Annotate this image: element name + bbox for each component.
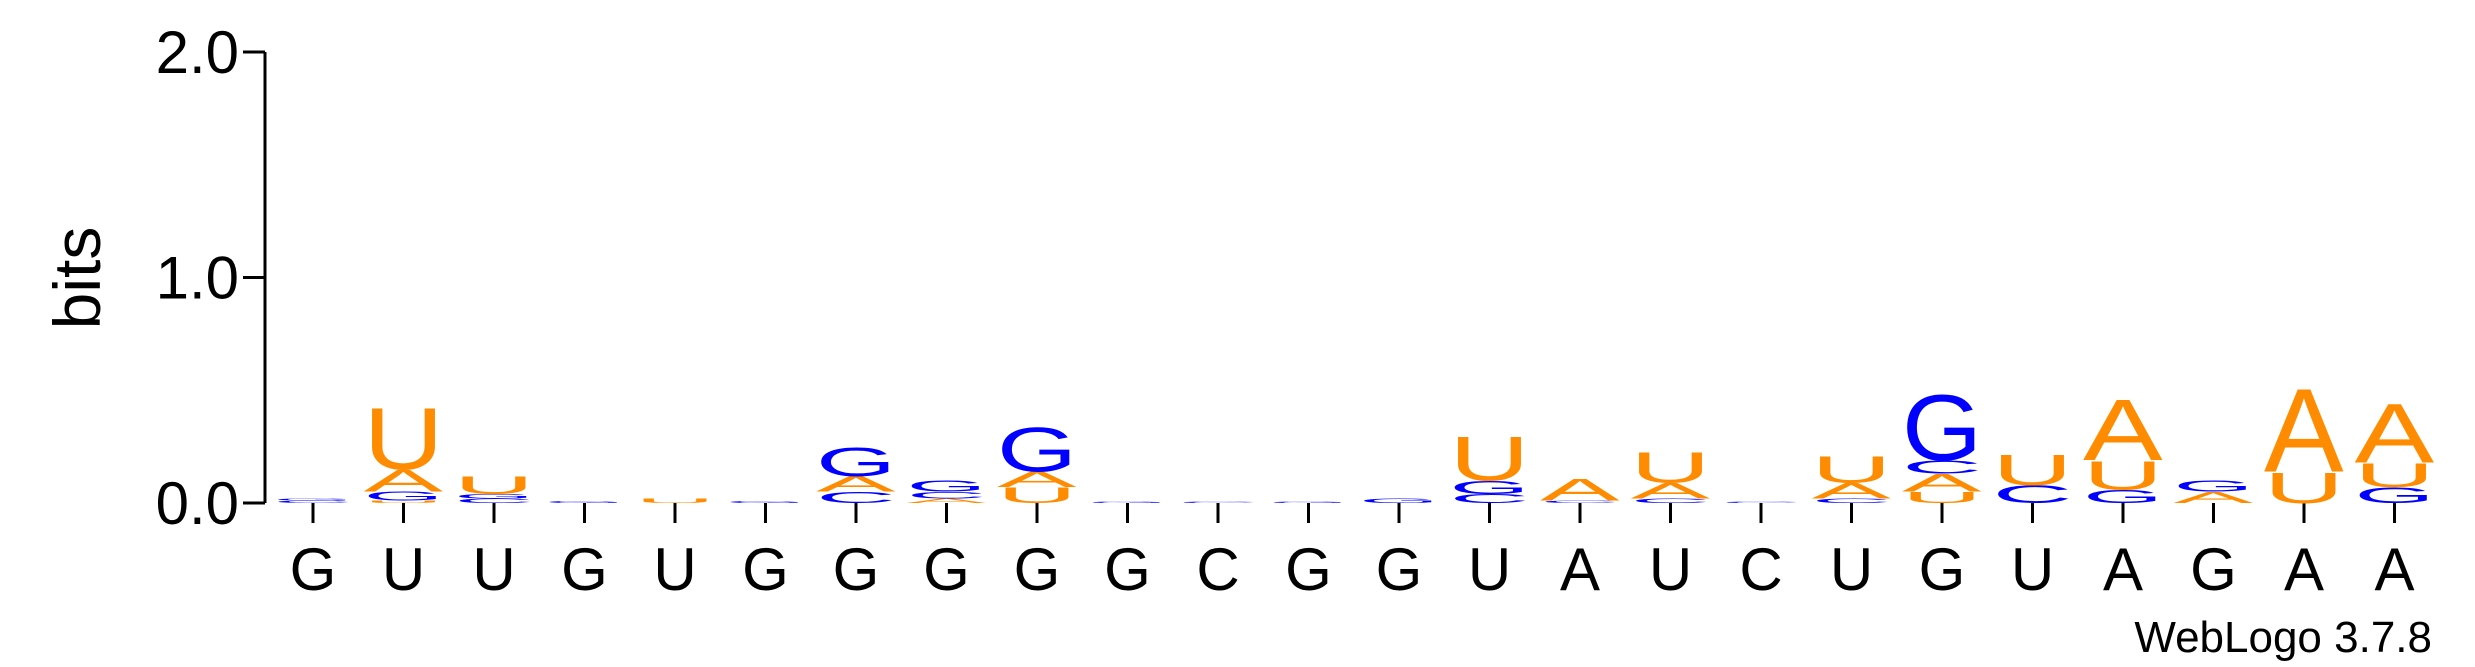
logo-letter: C — [273, 500, 353, 504]
x-tick-label: U — [1468, 536, 1511, 603]
x-tick-label: G — [742, 536, 789, 603]
x-tick-label: U — [382, 536, 425, 603]
x-tick-label: G — [1376, 536, 1423, 603]
logo-letter: G — [2083, 486, 2163, 507]
y-tick-label: 2.0 — [156, 19, 239, 86]
logo-letter: A — [1540, 473, 1621, 508]
logo-letter: U — [2083, 452, 2163, 498]
logo-letter: G — [1450, 477, 1530, 498]
x-tick-label: G — [923, 536, 970, 603]
logo-letter: G — [907, 477, 987, 495]
logo-letter: G — [816, 439, 896, 485]
logo-letter: G — [1359, 497, 1439, 504]
x-tick-label: G — [2190, 536, 2237, 603]
logo-letter: U — [2355, 457, 2435, 495]
logo-letter: C — [1902, 457, 1982, 478]
logo-letter: A — [2083, 381, 2163, 479]
x-tick-label: G — [561, 536, 608, 603]
y-axis-label: bits — [40, 227, 114, 330]
logo-letter: U — [1902, 489, 1982, 507]
logo-letter: A — [1631, 479, 1712, 504]
logo-letter: A — [364, 464, 445, 499]
logo-letter: U — [1450, 425, 1530, 495]
footer: WebLogo 3.7.8 — [2134, 613, 2432, 662]
logo-letter: U — [2264, 463, 2344, 512]
logo-letter: C — [454, 497, 534, 504]
logo-letter: A — [907, 497, 987, 504]
logo-letter: C — [1812, 497, 1892, 504]
logo-letter: U — [997, 483, 1077, 507]
logo-letter: G — [1902, 375, 1982, 480]
logo-letter: C — [1178, 502, 1258, 504]
logo-letter: U — [1812, 449, 1892, 491]
x-tick-label: G — [1285, 536, 1332, 603]
logo-letter: G — [454, 493, 534, 500]
logo-letter: C — [1721, 502, 1801, 504]
logo-letter: U — [364, 500, 444, 504]
y-tick-label: 0.0 — [156, 470, 239, 537]
logo-letter: C — [1631, 497, 1711, 504]
x-tick-label: G — [1919, 536, 1966, 603]
logo-letter: U — [364, 391, 444, 488]
x-tick-label: U — [472, 536, 515, 603]
logo-letter: G — [2174, 477, 2254, 495]
logo-letter: A — [997, 468, 1078, 493]
x-tick-label: C — [1196, 536, 1239, 603]
logo-letter: C — [816, 489, 896, 507]
x-tick-label: G — [1104, 536, 1151, 603]
logo-letter: A — [1812, 479, 1893, 504]
logo-letter: U — [1993, 445, 2073, 494]
logo-letter: A — [1902, 469, 1982, 497]
x-tick-label: U — [1830, 536, 1873, 603]
x-tick-label: G — [1014, 536, 1061, 603]
logo-letter: A — [2174, 489, 2254, 506]
x-tick-label: A — [2103, 536, 2143, 603]
logo-letter: G — [273, 498, 353, 501]
x-tick-label: A — [1560, 536, 1600, 603]
logo-letter: U — [635, 497, 715, 504]
x-tick-label: A — [2284, 536, 2324, 603]
x-tick-label: G — [833, 536, 880, 603]
logo-letter: G — [1269, 502, 1349, 504]
logo-letter: C — [1993, 481, 2073, 509]
logo-letter: G — [364, 489, 444, 503]
logo-letter: U — [454, 472, 534, 500]
logo-letter: A — [2355, 386, 2435, 481]
y-tick-label: 1.0 — [156, 245, 239, 312]
logo-letter: U — [1631, 443, 1711, 492]
x-tick-label: C — [1739, 536, 1782, 603]
logo-letter: C — [907, 490, 987, 501]
logo-letter: G — [997, 416, 1077, 486]
logo-letter: G — [726, 500, 806, 503]
logo-letter: A — [2264, 365, 2344, 498]
logo-letter: A — [816, 472, 897, 497]
x-tick-label: G — [290, 536, 337, 603]
logo-letter: G — [1088, 502, 1168, 504]
x-tick-label: U — [2011, 536, 2054, 603]
x-tick-label: U — [1649, 536, 1692, 603]
logo-letter: C — [1450, 492, 1530, 506]
logo-letter: C — [1540, 500, 1620, 504]
x-tick-label: U — [653, 536, 696, 603]
x-tick-label: A — [2374, 536, 2414, 603]
logo-letter: G — [2355, 483, 2435, 507]
logo-letter: G — [545, 500, 625, 503]
